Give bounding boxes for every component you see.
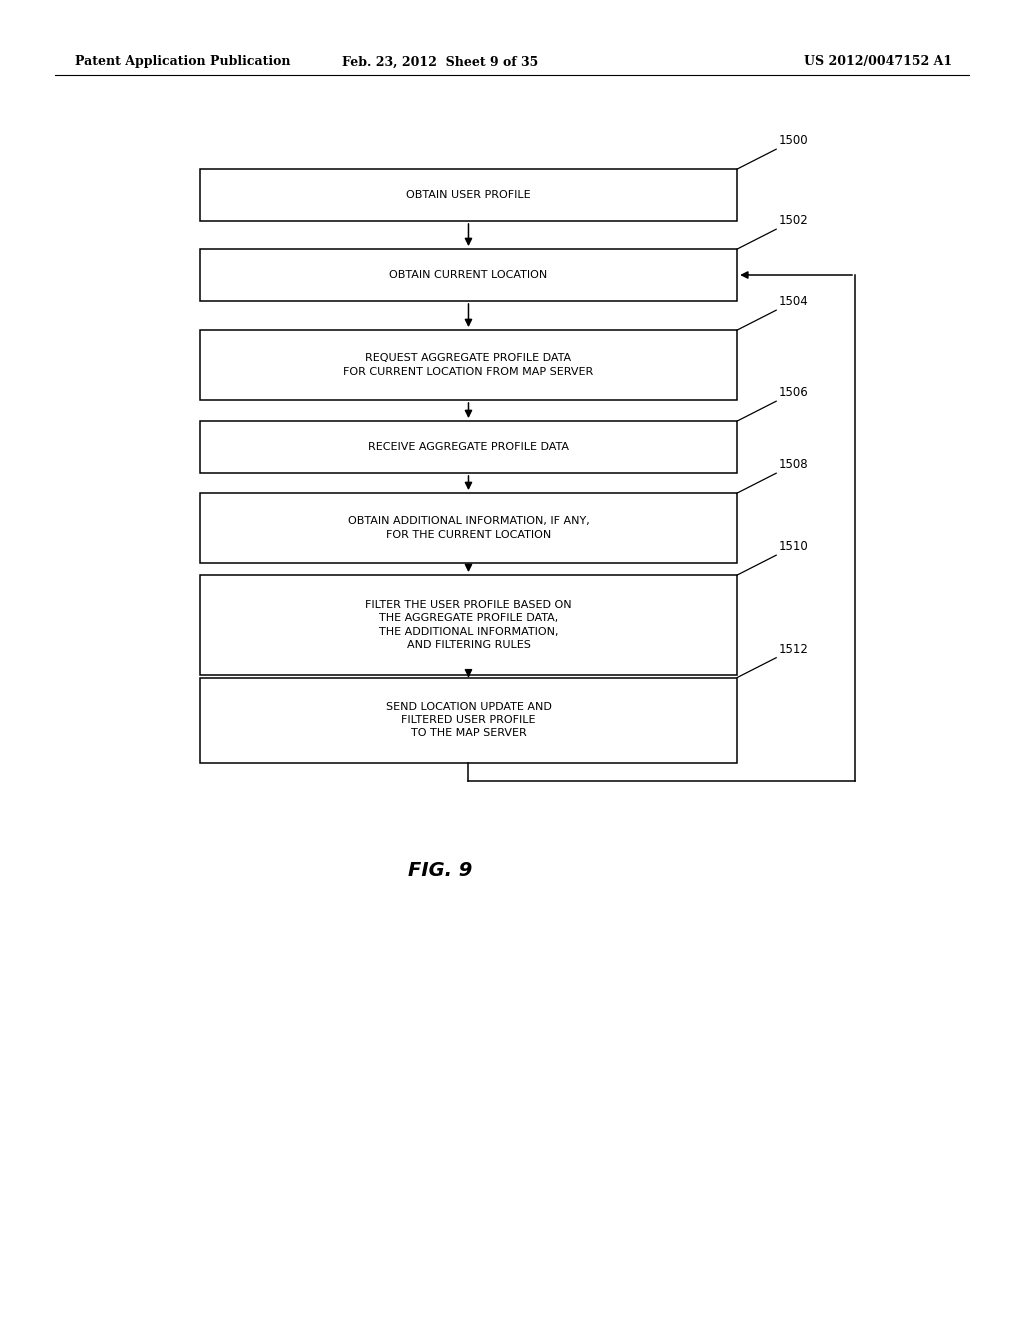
Text: 1512: 1512 xyxy=(778,643,808,656)
Bar xyxy=(200,330,737,400)
Text: FILTER THE USER PROFILE BASED ON
THE AGGREGATE PROFILE DATA,
THE ADDITIONAL INFO: FILTER THE USER PROFILE BASED ON THE AGG… xyxy=(366,601,571,649)
Text: Patent Application Publication: Patent Application Publication xyxy=(75,55,291,69)
Text: Feb. 23, 2012  Sheet 9 of 35: Feb. 23, 2012 Sheet 9 of 35 xyxy=(342,55,539,69)
Text: RECEIVE AGGREGATE PROFILE DATA: RECEIVE AGGREGATE PROFILE DATA xyxy=(368,442,569,451)
Text: 1506: 1506 xyxy=(778,387,808,399)
Bar xyxy=(200,576,737,675)
Bar xyxy=(200,421,737,473)
Text: 1500: 1500 xyxy=(778,135,808,148)
Text: OBTAIN CURRENT LOCATION: OBTAIN CURRENT LOCATION xyxy=(389,271,548,280)
Bar xyxy=(200,492,737,564)
Text: REQUEST AGGREGATE PROFILE DATA
FOR CURRENT LOCATION FROM MAP SERVER: REQUEST AGGREGATE PROFILE DATA FOR CURRE… xyxy=(343,354,594,376)
Text: 1504: 1504 xyxy=(778,296,808,308)
Text: 1508: 1508 xyxy=(778,458,808,471)
Text: SEND LOCATION UPDATE AND
FILTERED USER PROFILE
TO THE MAP SERVER: SEND LOCATION UPDATE AND FILTERED USER P… xyxy=(386,702,551,738)
Text: 1502: 1502 xyxy=(778,214,808,227)
Text: FIG. 9: FIG. 9 xyxy=(409,861,472,879)
Text: OBTAIN ADDITIONAL INFORMATION, IF ANY,
FOR THE CURRENT LOCATION: OBTAIN ADDITIONAL INFORMATION, IF ANY, F… xyxy=(347,516,590,540)
Bar xyxy=(200,249,737,301)
Bar xyxy=(200,677,737,763)
Text: US 2012/0047152 A1: US 2012/0047152 A1 xyxy=(804,55,952,69)
Text: 1510: 1510 xyxy=(778,540,808,553)
Bar xyxy=(200,169,737,220)
Text: OBTAIN USER PROFILE: OBTAIN USER PROFILE xyxy=(407,190,530,201)
